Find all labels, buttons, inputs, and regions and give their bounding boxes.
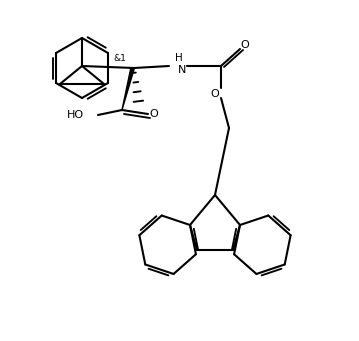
Text: O: O [150, 109, 158, 119]
Text: N: N [178, 65, 186, 75]
Text: &1: &1 [113, 54, 126, 63]
Text: O: O [241, 40, 250, 50]
Text: O: O [211, 89, 219, 99]
Text: HO: HO [67, 110, 84, 120]
Text: H: H [175, 53, 183, 63]
Polygon shape [122, 68, 135, 110]
